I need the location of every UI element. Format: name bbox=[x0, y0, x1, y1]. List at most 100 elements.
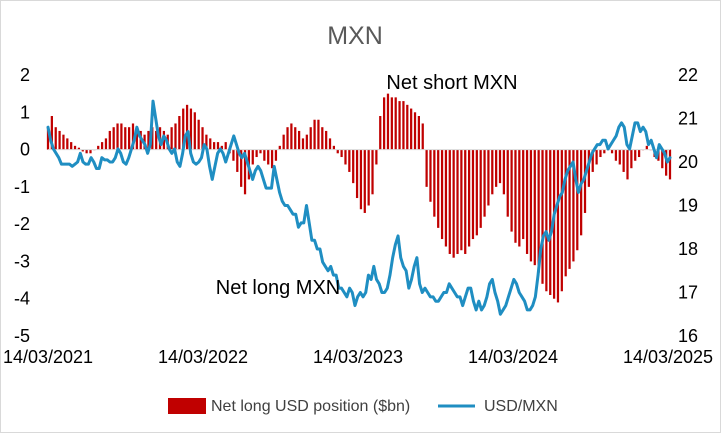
right-axis-ticks: 22 21 20 19 18 17 16 bbox=[678, 65, 698, 346]
net-long-usd-bar bbox=[355, 149, 359, 199]
net-long-usd-bar bbox=[460, 149, 463, 251]
net-long-usd-bar bbox=[487, 149, 490, 206]
net-long-usd-bar bbox=[236, 149, 239, 172]
net-long-usd-bar bbox=[189, 108, 193, 150]
net-long-usd-bar bbox=[495, 149, 498, 187]
net-long-usd-bar bbox=[240, 149, 243, 187]
net-long-usd-bar bbox=[576, 149, 579, 251]
net-long-usd-bar bbox=[97, 145, 100, 150]
net-long-usd-bar bbox=[359, 149, 363, 210]
net-long-usd-bar bbox=[66, 138, 69, 150]
net-long-usd-bar bbox=[367, 149, 370, 206]
net-long-usd-bar bbox=[506, 149, 509, 217]
net-long-usd-bar bbox=[85, 149, 88, 154]
net-long-usd-bar bbox=[363, 149, 366, 213]
net-long-usd-bar bbox=[278, 145, 281, 150]
right-axis-tick-label: 21 bbox=[678, 109, 698, 129]
net-long-usd-bar bbox=[375, 149, 378, 165]
net-long-usd-bar bbox=[637, 149, 641, 158]
net-long-usd-bar bbox=[603, 149, 606, 154]
net-long-usd-bar bbox=[321, 127, 324, 150]
net-long-usd-bar bbox=[440, 149, 444, 240]
net-long-usd-bar bbox=[572, 149, 575, 262]
net-long-usd-bar bbox=[634, 149, 637, 161]
net-long-usd-bar bbox=[645, 145, 648, 150]
net-long-usd-bar bbox=[50, 116, 53, 150]
net-long-usd-bar bbox=[58, 130, 61, 150]
net-long-usd-bar bbox=[174, 123, 177, 150]
net-long-usd-bar bbox=[232, 149, 235, 161]
net-long-usd-bar bbox=[529, 149, 533, 262]
net-long-usd-bar bbox=[294, 127, 297, 150]
net-long-usd-bar bbox=[267, 149, 270, 165]
chart-title: MXN bbox=[327, 22, 383, 50]
net-long-usd-bar bbox=[479, 149, 482, 228]
left-axis-tick-label: -3 bbox=[14, 251, 30, 271]
net-long-usd-bar bbox=[626, 149, 629, 180]
left-axis-tick-label: -1 bbox=[14, 177, 30, 197]
net-long-usd-bar bbox=[417, 116, 420, 150]
net-long-usd-bar bbox=[170, 127, 173, 150]
x-axis-ticks: 14/03/2021 14/03/2022 14/03/2023 14/03/2024… bbox=[3, 347, 713, 367]
net-long-usd-bar bbox=[618, 149, 621, 165]
net-long-usd-bar bbox=[201, 127, 204, 150]
net-long-usd-bar bbox=[394, 97, 397, 150]
net-long-usd-bar bbox=[151, 127, 154, 150]
net-long-usd-bar bbox=[298, 130, 301, 150]
x-axis-tick-label: 14/03/2025 bbox=[623, 347, 713, 367]
net-long-usd-bar bbox=[282, 134, 285, 150]
net-long-usd-bar bbox=[510, 149, 513, 232]
net-long-usd-bar bbox=[193, 112, 196, 150]
net-long-usd-bar bbox=[398, 101, 401, 150]
net-long-usd-bar bbox=[545, 149, 548, 292]
net-long-usd-bar bbox=[614, 149, 618, 161]
net-long-usd-bar bbox=[301, 138, 305, 150]
net-long-usd-bar bbox=[456, 149, 459, 254]
net-short-annotation: Net short MXN bbox=[386, 72, 517, 94]
net-long-usd-bar bbox=[108, 130, 111, 150]
net-long-usd-bar bbox=[382, 97, 386, 150]
net-long-usd-bar bbox=[413, 112, 417, 150]
net-long-usd-bar bbox=[491, 149, 494, 195]
right-axis-tick-label: 16 bbox=[678, 326, 698, 346]
x-axis-tick-label: 14/03/2022 bbox=[158, 347, 248, 367]
net-long-usd-bar bbox=[514, 149, 517, 243]
net-long-usd-bar bbox=[128, 127, 131, 150]
net-long-usd-bar bbox=[46, 127, 50, 150]
net-long-usd-bar bbox=[560, 149, 563, 292]
net-long-usd-bar bbox=[54, 127, 57, 150]
net-long-usd-bar bbox=[135, 127, 138, 150]
net-long-usd-bar bbox=[599, 149, 602, 158]
net-long-usd-bar bbox=[344, 149, 347, 165]
net-long-usd-bar bbox=[452, 149, 455, 258]
right-axis-tick-label: 22 bbox=[678, 65, 698, 85]
net-long-usd-bar bbox=[583, 149, 587, 213]
net-long-usd-bar bbox=[309, 127, 312, 150]
left-axis-tick-label: 0 bbox=[20, 140, 30, 160]
net-long-usd-bar bbox=[668, 149, 672, 180]
net-long-usd-bar bbox=[379, 116, 382, 150]
net-long-usd-bar bbox=[182, 108, 185, 150]
net-long-usd-bar bbox=[564, 149, 567, 277]
left-axis-ticks: 2 1 0 -1 -2 -3 -4 -5 bbox=[14, 65, 30, 346]
legend-bar-swatch bbox=[168, 398, 206, 414]
net-long-usd-bar bbox=[185, 104, 189, 150]
net-long-usd-bar bbox=[209, 138, 212, 150]
net-long-usd-bar bbox=[630, 149, 633, 169]
net-long-usd-bar bbox=[81, 149, 84, 152]
net-long-usd-bar bbox=[100, 142, 104, 150]
net-long-usd-bar bbox=[213, 142, 216, 150]
net-long-usd-bar bbox=[104, 138, 108, 150]
net-long-usd-bar bbox=[537, 149, 540, 273]
net-long-usd-bar bbox=[332, 145, 336, 150]
net-long-usd-bar bbox=[255, 149, 258, 158]
net-long-usd-bar bbox=[425, 149, 428, 187]
net-long-usd-bar bbox=[433, 149, 436, 217]
net-long-usd-bar bbox=[541, 149, 544, 284]
net-long-usd-bar bbox=[73, 145, 77, 150]
right-axis-tick-label: 19 bbox=[678, 196, 698, 216]
legend: Net long USD position ($bn) USD/MXN bbox=[168, 398, 558, 415]
right-axis-tick-label: 18 bbox=[678, 239, 698, 259]
